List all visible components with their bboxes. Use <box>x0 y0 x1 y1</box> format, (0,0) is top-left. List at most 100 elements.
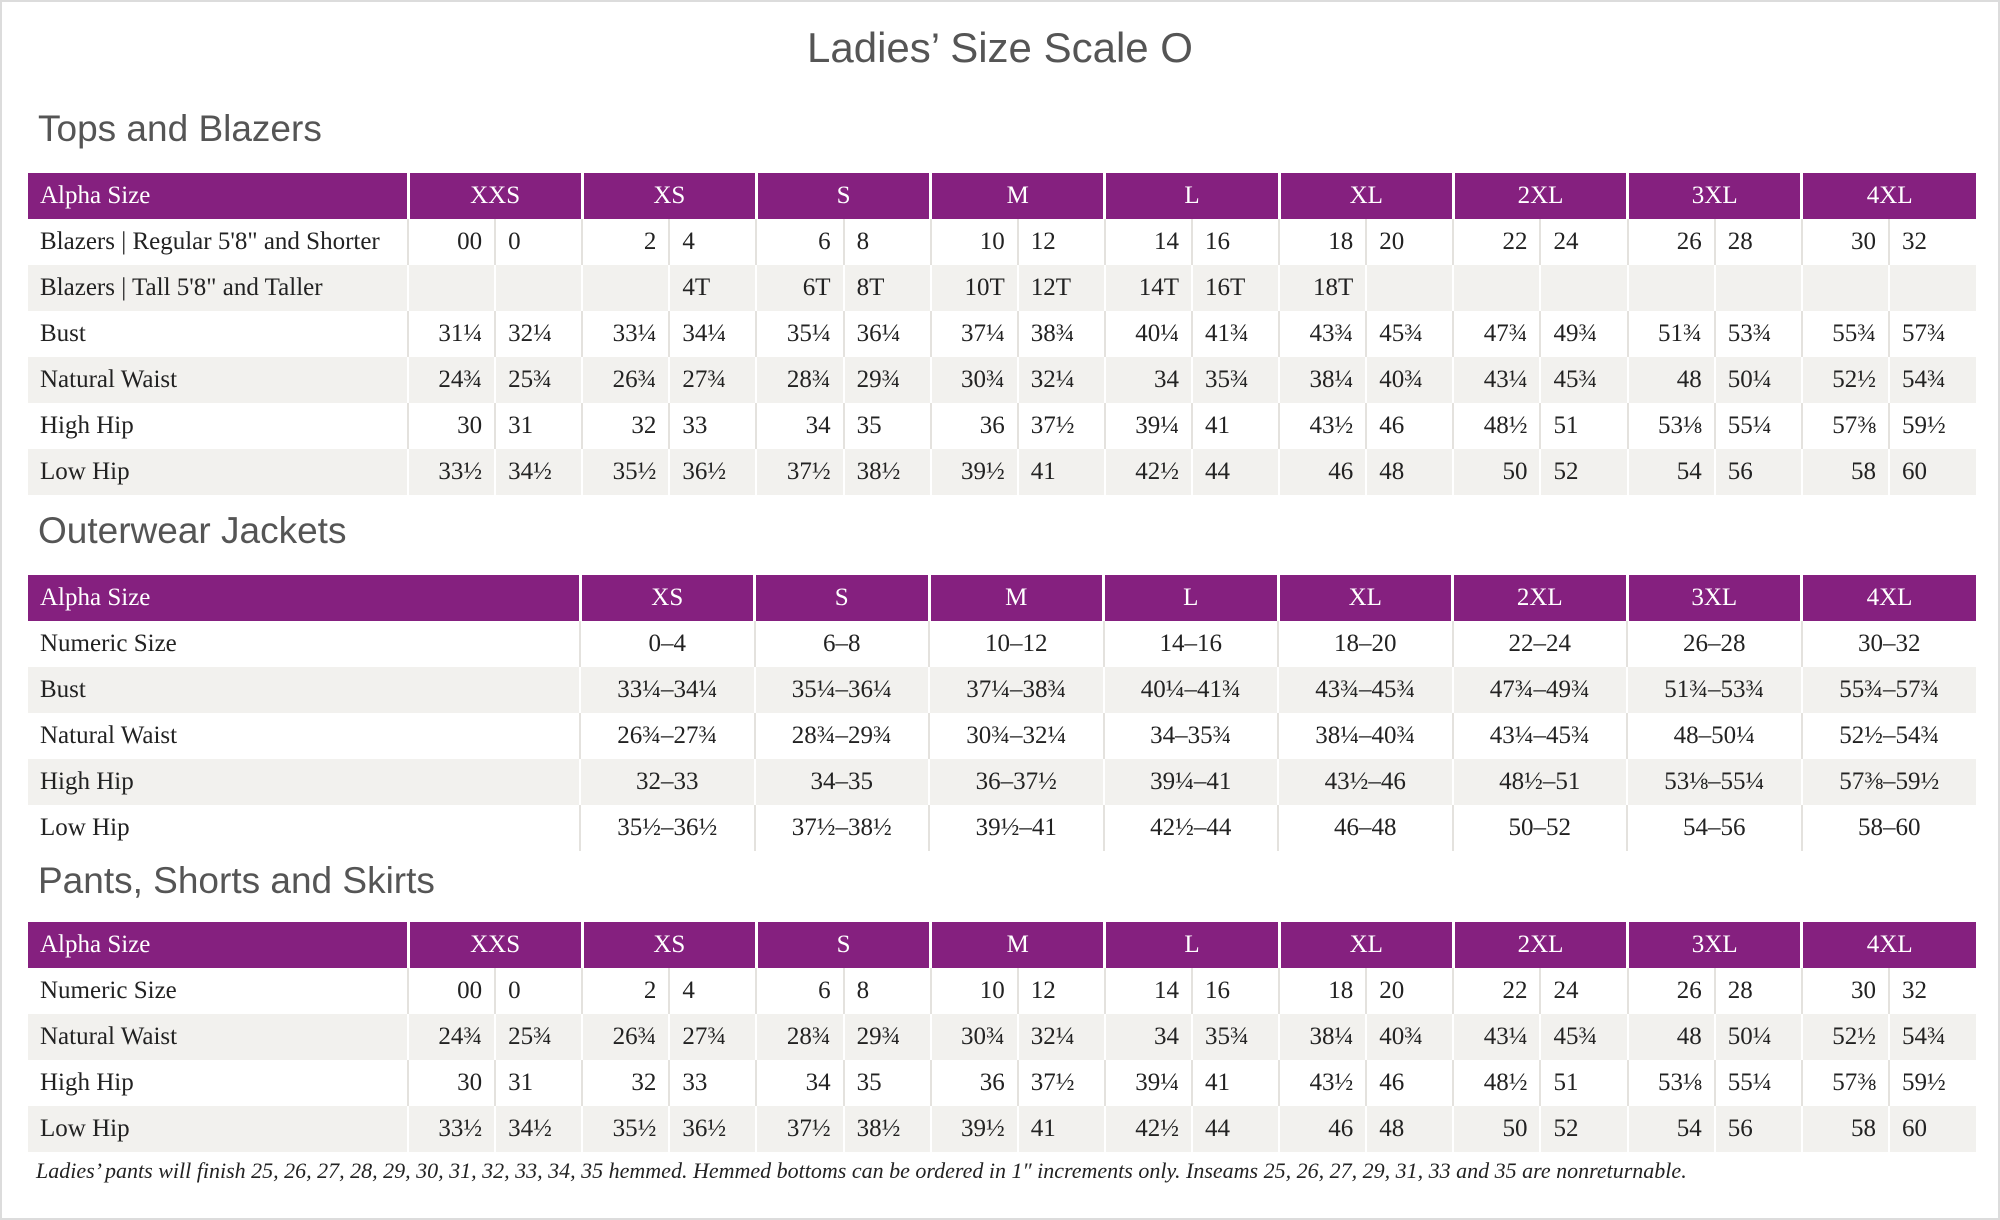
size-cell: 4 <box>668 219 757 265</box>
size-header: L <box>1102 575 1278 621</box>
size-cell: 8T <box>842 265 931 311</box>
size-cell: 30¾–32¼ <box>928 713 1104 759</box>
size-cell: 22 <box>1452 968 1541 1014</box>
data-row: Numeric Size 0–4 6–8 10–12 14–16 18–20 22–24 26… <box>28 621 1976 667</box>
size-cell: 2 <box>581 219 670 265</box>
size-cell: 48 <box>1365 449 1454 495</box>
size-cell: 39¼ <box>1103 403 1193 449</box>
size-cell: 30¾ <box>929 1014 1018 1060</box>
size-cell: 4T <box>668 265 757 311</box>
row-label: Blazers | Tall 5'8" and Taller <box>28 265 408 311</box>
size-cell: 34¼ <box>668 311 757 357</box>
size-cell: 8 <box>842 219 931 265</box>
size-header: 4XL <box>1800 575 1976 621</box>
size-cell: 14–16 <box>1102 621 1278 667</box>
size-cell: 2 <box>581 968 670 1014</box>
page-title: Ladies’ Size Scale O <box>807 24 1193 71</box>
data-row: Blazers | Regular 5'8" and Shorter 00 0 2 4 6… <box>28 219 1977 265</box>
header-row: Alpha Size XXS XS S M L XL 2XL 3XL 4XL <box>28 922 1977 968</box>
size-cell: 58–60 <box>1800 805 1976 851</box>
size-cell: 40¾ <box>1365 357 1454 403</box>
size-cell: 44 <box>1191 449 1280 495</box>
data-row: Numeric Size 00 0 2 4 6 8 10 12 14 16 18 20 22 24 26 28 3… <box>28 968 1977 1014</box>
size-header: XXS <box>406 173 583 219</box>
size-header: 2XL <box>1451 575 1627 621</box>
size-cell: 32–33 <box>579 759 755 805</box>
size-cell: 39¼–41 <box>1102 759 1278 805</box>
size-cell: 36¼ <box>842 311 931 357</box>
data-row: High Hip 30 31 32 33 34 35 36 37½ 39¼ 41 43½ 46 48½ 51… <box>28 403 1977 449</box>
data-row: Bust 31¼ 32¼ 33¼ 34¼ 35¼ 36¼ 37¼ 38¾ 40¼ 41¾ 43¾ 45¾… <box>28 311 1977 357</box>
size-cell: 51 <box>1539 1060 1628 1106</box>
size-cell: 31¼ <box>406 311 496 357</box>
row-label: Low Hip <box>28 449 408 495</box>
size-cell: 32 <box>1887 968 1977 1014</box>
size-cell: 42½ <box>1103 449 1193 495</box>
size-cell: 32¼ <box>1016 357 1105 403</box>
size-cell: 0–4 <box>579 621 755 667</box>
size-cell: 35½ <box>581 449 670 495</box>
size-cell: 34–35¾ <box>1102 713 1278 759</box>
size-cell: 38½ <box>842 449 931 495</box>
size-cell: 27¾ <box>668 1014 757 1060</box>
size-header: 2XL <box>1451 173 1628 219</box>
size-cell: 20 <box>1365 219 1454 265</box>
size-cell <box>1626 265 1715 311</box>
size-header: XS <box>580 173 757 219</box>
size-cell: 53⅛–55¼ <box>1626 759 1802 805</box>
size-cell: 20 <box>1365 968 1454 1014</box>
header-label: Alpha Size <box>28 575 580 621</box>
size-cell: 43¼–45¾ <box>1451 713 1627 759</box>
size-cell: 33¼–34¼ <box>579 667 755 713</box>
size-cell: 38½ <box>842 1106 931 1152</box>
size-cell: 35¼ <box>755 311 844 357</box>
size-cell <box>494 265 583 311</box>
size-header: M <box>929 922 1105 968</box>
size-cell <box>1800 265 1889 311</box>
size-header: 4XL <box>1800 173 1977 219</box>
size-cell <box>1713 265 1802 311</box>
size-cell: 53¾ <box>1713 311 1802 357</box>
size-header: 4XL <box>1800 922 1977 968</box>
size-header: S <box>753 575 929 621</box>
size-cell <box>1365 265 1454 311</box>
size-cell: 35¾ <box>1191 357 1280 403</box>
size-cell: 14T <box>1103 265 1193 311</box>
size-cell: 28¾ <box>755 1014 844 1060</box>
size-cell: 18 <box>1278 219 1367 265</box>
size-cell: 37½–38½ <box>753 805 929 851</box>
size-cell: 52 <box>1539 1106 1628 1152</box>
data-row: High Hip 30 31 32 33 34 35 36 37½ 39¼ 41 43½ 46 48½ 51… <box>28 1060 1977 1106</box>
size-cell: 37¼ <box>929 311 1018 357</box>
size-cell: 34 <box>1103 357 1193 403</box>
size-cell: 36 <box>929 403 1018 449</box>
row-label: Bust <box>28 667 580 713</box>
size-cell: 38¾ <box>1016 311 1105 357</box>
size-table: Alpha Size XS S M L XL 2XL 3XL 4XL Numeric Size 0–… <box>28 575 1976 851</box>
data-row: Low Hip 33½ 34½ 35½ 36½ 37½ 38½ 39½ 41 42½ 44 46 48 5… <box>28 1106 1977 1152</box>
size-cell: 34½ <box>494 449 583 495</box>
size-cell: 22–24 <box>1451 621 1627 667</box>
size-cell: 28¾–29¾ <box>753 713 929 759</box>
row-label: Numeric Size <box>40 630 177 657</box>
size-cell: 35 <box>842 403 931 449</box>
size-cell: 46 <box>1278 1106 1367 1152</box>
size-cell: 50 <box>1452 1106 1541 1152</box>
size-cell: 41 <box>1016 449 1105 495</box>
size-cell: 55¾ <box>1800 311 1889 357</box>
header-label: Alpha Size <box>28 922 408 968</box>
size-cell: 34 <box>755 403 844 449</box>
section-title: Outerwear Jackets <box>38 510 347 551</box>
size-cell: 37½ <box>755 449 844 495</box>
size-cell: 32 <box>581 1060 670 1106</box>
size-cell: 45¾ <box>1539 357 1628 403</box>
size-cell: 12 <box>1016 219 1105 265</box>
size-cell: 18 <box>1278 968 1367 1014</box>
size-cell: 56 <box>1713 1106 1802 1152</box>
size-cell: 31 <box>494 403 583 449</box>
size-cell: 35½–36½ <box>579 805 755 851</box>
size-cell: 46–48 <box>1277 805 1453 851</box>
size-cell: 57⅜–59½ <box>1800 759 1976 805</box>
size-header: 2XL <box>1451 922 1628 968</box>
size-header: 3XL <box>1625 575 1802 621</box>
